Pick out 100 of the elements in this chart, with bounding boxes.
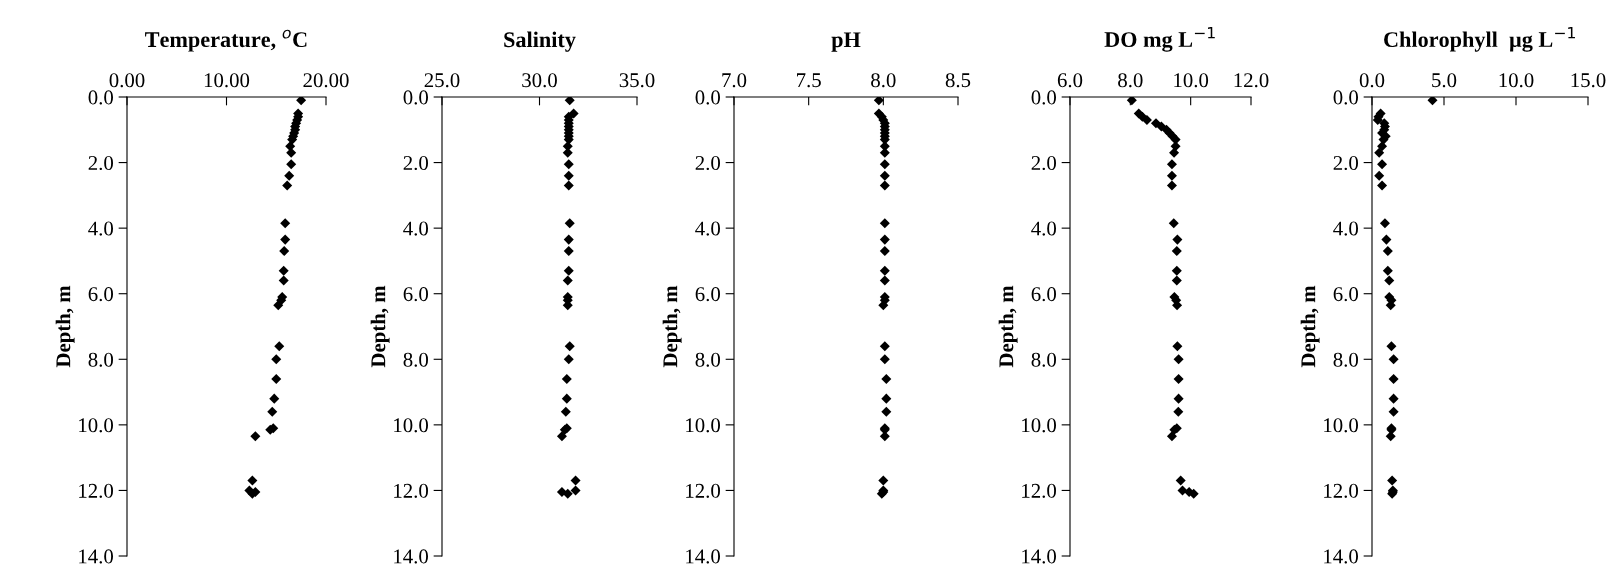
point	[1171, 246, 1182, 257]
y-tick-label: 0.0	[695, 90, 721, 105]
x-tick-label: 0.00	[109, 73, 145, 88]
chart-title: Chlorophyll µg L$^{−1}$	[1384, 27, 1575, 52]
x-tick-label: 5.0	[1432, 73, 1457, 88]
point	[1388, 354, 1399, 365]
point	[1166, 170, 1177, 181]
y-tick-label: 10.0	[79, 418, 114, 433]
point	[282, 180, 293, 191]
point	[561, 373, 572, 384]
point	[563, 265, 574, 276]
point	[1388, 393, 1399, 404]
y-tick-label: 8.0	[403, 352, 429, 367]
point	[271, 373, 282, 384]
point	[273, 300, 284, 311]
point	[1379, 218, 1390, 229]
y-tick-label: 2.0	[1333, 155, 1359, 171]
y-tick-label: 10.0	[1022, 418, 1057, 433]
point	[1171, 275, 1182, 286]
x-tick-label: 30.0	[522, 73, 557, 88]
point	[271, 354, 282, 365]
point	[879, 275, 890, 286]
point	[296, 97, 307, 106]
point	[561, 393, 572, 404]
y-tick-label: 8.0	[695, 352, 721, 367]
point	[881, 393, 892, 404]
y-tick-label: 6.0	[1333, 287, 1359, 302]
y-tick-label: 14.0	[1324, 549, 1359, 564]
point	[879, 246, 890, 257]
y-tick-label: 6.0	[1031, 287, 1057, 302]
point	[250, 431, 261, 442]
y-tick-label: 12.0	[686, 483, 721, 498]
point	[1169, 147, 1180, 158]
y-tick-label: 8.0	[1333, 352, 1359, 367]
x-tick-label: 8.0	[871, 73, 896, 88]
point	[1387, 475, 1398, 486]
point	[564, 341, 575, 352]
point	[879, 218, 890, 229]
x-tick-label: 6.0	[1057, 73, 1083, 88]
point	[570, 475, 581, 486]
point	[879, 341, 890, 352]
point	[1385, 431, 1396, 442]
y-tick-label: 6.0	[403, 287, 429, 302]
point	[1386, 341, 1397, 352]
point	[1382, 265, 1393, 276]
point	[879, 170, 890, 181]
point	[1166, 431, 1177, 442]
point	[280, 234, 291, 245]
point	[1172, 234, 1183, 245]
x-tick-label: 0.0	[1359, 73, 1385, 88]
x-tick-label: 12.0	[1234, 73, 1269, 88]
point	[1177, 485, 1188, 496]
y-tick-label: 6.0	[695, 287, 721, 302]
y-tick-label: 0.0	[1333, 90, 1359, 105]
y-axis-title: Depth, m	[998, 285, 1018, 368]
y-tick-label: 0.0	[88, 90, 114, 105]
y-tick-label: 10.0	[394, 418, 429, 433]
point	[563, 159, 574, 170]
point	[269, 393, 280, 404]
x-tick-label: 7.5	[797, 73, 821, 88]
point	[1126, 97, 1137, 106]
y-tick-label: 6.0	[88, 287, 114, 302]
y-tick-label: 0.0	[403, 90, 429, 105]
point	[570, 485, 581, 496]
y-tick-label: 2.0	[88, 155, 114, 171]
y-tick-label: 12.0	[1022, 483, 1057, 498]
point	[563, 170, 574, 181]
x-tick-label: 7.0	[722, 73, 747, 88]
x-tick-label: 20.00	[303, 73, 349, 88]
point	[879, 234, 890, 245]
point	[286, 159, 297, 170]
point	[1168, 218, 1179, 229]
point	[878, 475, 889, 486]
point	[1384, 275, 1395, 286]
point	[1377, 180, 1388, 191]
y-tick-label: 4.0	[1031, 221, 1057, 236]
point	[1166, 180, 1177, 191]
point	[274, 341, 285, 352]
point	[1382, 246, 1393, 257]
point	[279, 246, 290, 257]
y-tick-label: 14.0	[686, 549, 721, 564]
point	[1173, 393, 1184, 404]
x-tick-label: 8.0	[1118, 73, 1143, 88]
y-tick-label: 14.0	[394, 549, 429, 564]
point	[278, 265, 289, 276]
y-tick-label: 4.0	[695, 221, 721, 236]
point	[1173, 354, 1184, 365]
point	[247, 475, 258, 486]
y-axis-title: Depth, m	[1300, 285, 1320, 368]
y-tick-label: 14.0	[1022, 549, 1057, 564]
point	[1175, 475, 1186, 486]
point	[879, 265, 890, 276]
point	[1374, 170, 1385, 181]
y-tick-label: 10.0	[1324, 418, 1359, 433]
chart-title: Temperature, $^{o}$C	[145, 29, 307, 52]
y-tick-label: 12.0	[1324, 483, 1359, 498]
x-tick-label: 10.00	[204, 73, 250, 88]
point	[879, 354, 890, 365]
y-tick-label: 4.0	[88, 221, 114, 236]
point	[556, 431, 567, 442]
